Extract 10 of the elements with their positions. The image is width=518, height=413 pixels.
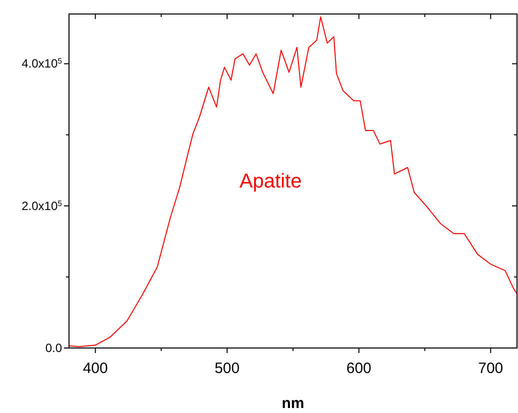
x-tick-label: 500 (214, 360, 240, 377)
annotation: Apatite (239, 170, 302, 193)
line-series (69, 16, 517, 348)
x-tick-label: 600 (346, 360, 372, 377)
y-tick-label: 0.0 (45, 341, 62, 355)
x-tick-label: 400 (82, 360, 108, 377)
y-tick-label: 4.0x10$^{5}$ (22, 56, 63, 71)
x-axis-title: nm (282, 395, 304, 412)
x-tick-label: 700 (478, 360, 504, 377)
y-tick-label: 2.0x10$^{5}$ (22, 198, 63, 213)
